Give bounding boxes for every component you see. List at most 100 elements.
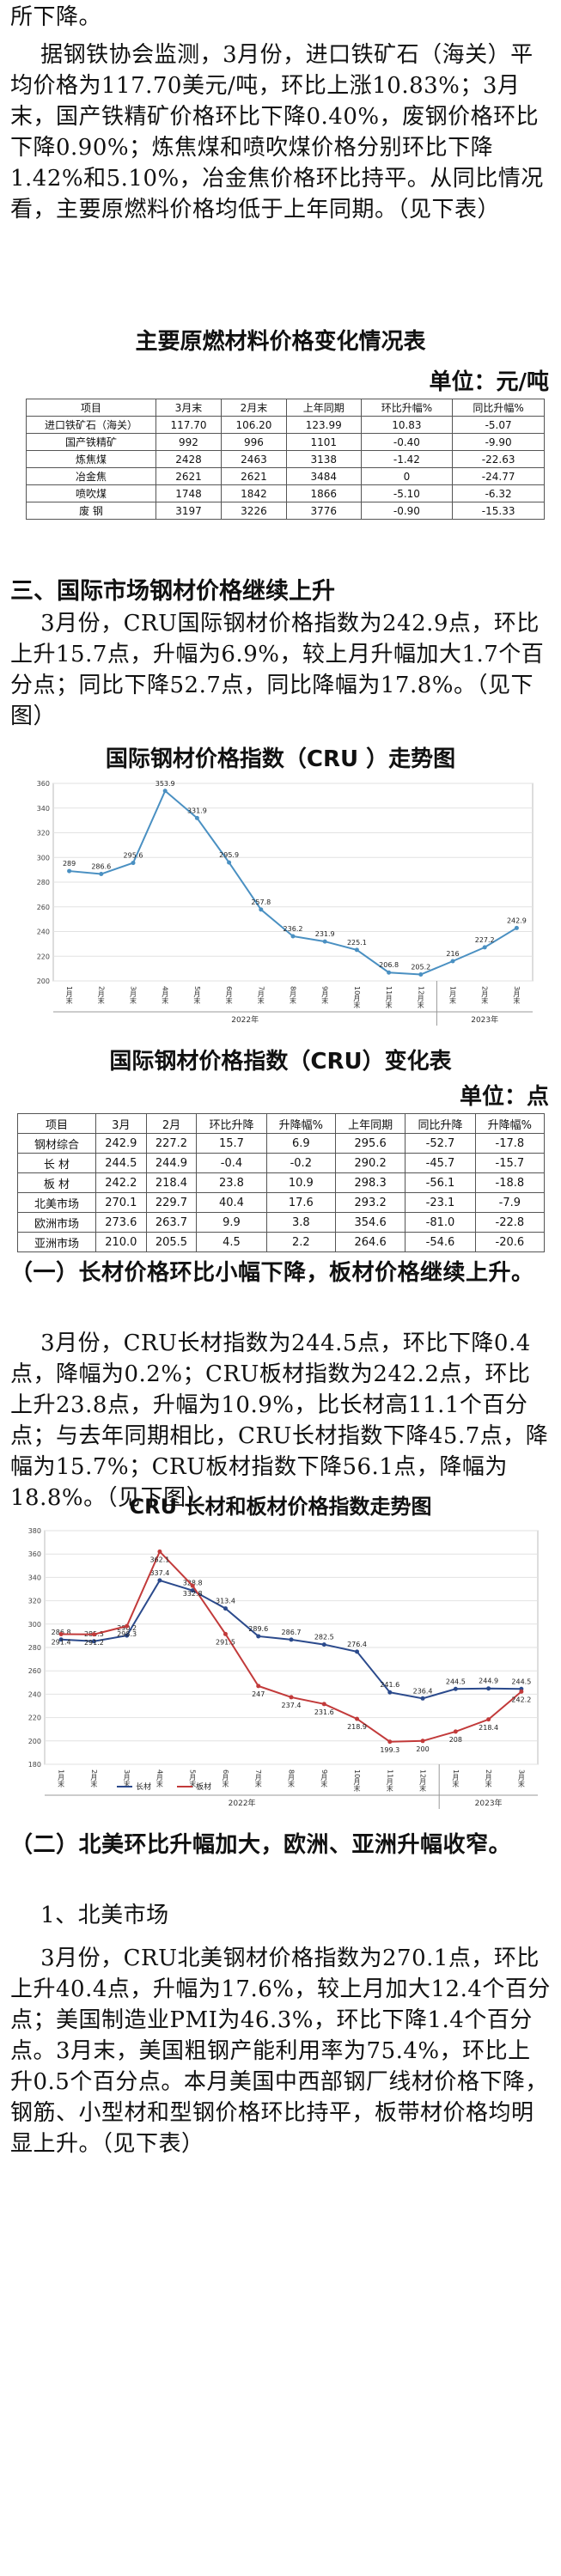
data-label: 218.9	[347, 1723, 367, 1731]
table-cell: -0.2	[265, 1153, 336, 1173]
table-cell: -6.32	[452, 484, 545, 502]
data-point	[387, 970, 392, 975]
table-cell: 废 钢	[26, 502, 156, 520]
table-cell: -23.1	[405, 1192, 476, 1213]
x-tick-label: 8月末	[288, 1769, 296, 1788]
table-cell: 亚洲市场	[17, 1232, 96, 1252]
table-cell: -15.7	[474, 1153, 546, 1173]
data-point	[162, 789, 168, 794]
table1-title: 主要原燃材料价格变化情况表	[135, 329, 426, 355]
year-label: 2022年	[229, 1798, 256, 1808]
table-cell: -20.6	[474, 1232, 546, 1252]
table-cell: 3.8	[265, 1212, 336, 1233]
table-cell: 992	[155, 433, 222, 451]
data-label: 241.6	[380, 1681, 399, 1689]
table-cell: 270.1	[95, 1192, 147, 1213]
x-tick-label: 3月末	[123, 1769, 131, 1788]
data-label: 286.6	[91, 863, 111, 871]
table-header-cell: 上年同期	[334, 1113, 406, 1134]
data-point	[259, 907, 264, 912]
y-tick-label: 300	[28, 1621, 41, 1629]
data-label: 247	[252, 1690, 265, 1698]
data-point	[420, 1696, 425, 1701]
cru-index-line-chart: 200 220 240 260 280 300 320 340 360 1月末 2月末 3月末 4月末 5…	[37, 780, 534, 1026]
data-point	[387, 1690, 393, 1695]
legend-label: 长材	[136, 1781, 151, 1792]
y-tick-label: 260	[28, 1667, 41, 1675]
data-label: 289	[63, 860, 76, 868]
table-header-cell: 项目	[17, 1113, 96, 1134]
section3-heading: 三、国际市场钢材价格继续上升	[10, 578, 335, 605]
series-line-板材	[61, 1550, 522, 1743]
table-header-cell: 升降幅%	[265, 1113, 336, 1134]
y-tick-label: 200	[37, 977, 50, 985]
x-tick-label: 5月末	[193, 986, 201, 1005]
table-cell: -81.0	[405, 1212, 476, 1233]
table-cell: 17.6	[265, 1192, 336, 1213]
data-label: 337.4	[149, 1569, 169, 1577]
x-tick-label: 12月末	[419, 1769, 427, 1793]
data-label: 313.4	[216, 1598, 235, 1605]
table-cell: 2621	[220, 467, 287, 485]
data-label: 298.3	[117, 1630, 137, 1638]
data-point	[355, 1716, 360, 1721]
data-point	[227, 860, 232, 865]
table-header-cell: 同比升降	[405, 1113, 476, 1134]
data-label: 282.5	[314, 1634, 334, 1641]
x-tick-label: 1月末	[452, 1769, 460, 1788]
table-cell: 244.5	[95, 1153, 147, 1173]
x-tick-label: 4月末	[155, 1769, 163, 1788]
table-row: 欧洲市场 273.6 263.7 9.9 3.8 354.6 -81.0 -22.8	[17, 1212, 546, 1233]
table-row: 北美市场 270.1 229.7 40.4 17.6 293.2 -23.1 -7.9	[17, 1192, 546, 1213]
table-cell: -18.8	[474, 1172, 546, 1193]
table-cell: 298.3	[334, 1172, 406, 1193]
sub2-heading: （二）北美环比升幅加大，欧洲、亚洲升幅收窄。	[10, 1832, 512, 1858]
table-cell: -45.7	[405, 1153, 476, 1173]
table-cell: 273.6	[95, 1212, 147, 1233]
data-label: 236.4	[413, 1687, 433, 1695]
table-cell: 218.4	[145, 1172, 198, 1193]
table-cell: 2463	[220, 450, 287, 468]
x-tick-label: 6月末	[225, 986, 233, 1005]
x-tick-label: 5月末	[189, 1769, 197, 1788]
table-cell: -22.8	[474, 1212, 546, 1233]
data-label: 216	[446, 950, 459, 958]
table-header-cell: 同比升幅%	[452, 399, 545, 417]
data-point	[387, 1739, 393, 1745]
table-cell: 229.7	[145, 1192, 198, 1213]
table2-title: 国际钢材价格指数（CRU）变化表	[109, 1049, 452, 1075]
table-cell: 2621	[155, 467, 222, 485]
table-cell: 290.2	[334, 1153, 406, 1173]
table-cell: -5.10	[360, 484, 454, 502]
y-tick-label: 300	[37, 854, 50, 862]
table-row: 废 钢 3197 3226 3776 -0.90 -15.33	[26, 502, 545, 520]
data-point	[125, 1623, 130, 1629]
table-cell: -7.9	[474, 1192, 546, 1213]
y-tick-label: 320	[37, 830, 50, 837]
raw-material-price-table: 项目 3月末 2月末 上年同期 环比升幅% 同比升幅% 进口铁矿石（海关） 117.70 106…	[26, 399, 545, 520]
table-header-cell: 2月末	[220, 399, 287, 417]
data-label: 328.8	[183, 1580, 203, 1587]
x-tick-label: 2月末	[90, 1769, 98, 1788]
table-cell: 6.9	[265, 1133, 336, 1154]
y-tick-label: 180	[28, 1761, 41, 1769]
data-label: 227.2	[475, 936, 495, 944]
data-label: 218.4	[479, 1724, 498, 1732]
data-label: 295.6	[124, 852, 143, 860]
data-point	[289, 1637, 294, 1642]
table-cell: 9.9	[196, 1212, 267, 1233]
table-cell: 295.6	[334, 1133, 406, 1154]
y-tick-label: 360	[28, 1550, 41, 1558]
data-label: 332.8	[183, 1590, 203, 1598]
data-label: 242.2	[511, 1696, 531, 1703]
data-point	[157, 1549, 162, 1554]
table-cell: 293.2	[334, 1192, 406, 1213]
year-label: 2023年	[471, 1014, 498, 1025]
table-cell: 244.9	[145, 1153, 198, 1173]
table-cell: -24.77	[452, 467, 545, 485]
sub1-heading: （一）长材价格环比小幅下降，板材价格继续上升。	[10, 1260, 534, 1286]
y-tick-label: 240	[37, 929, 50, 936]
table-header-cell: 2月	[145, 1113, 198, 1134]
table-cell: -15.33	[452, 502, 545, 520]
table-cell: -17.8	[474, 1133, 546, 1154]
